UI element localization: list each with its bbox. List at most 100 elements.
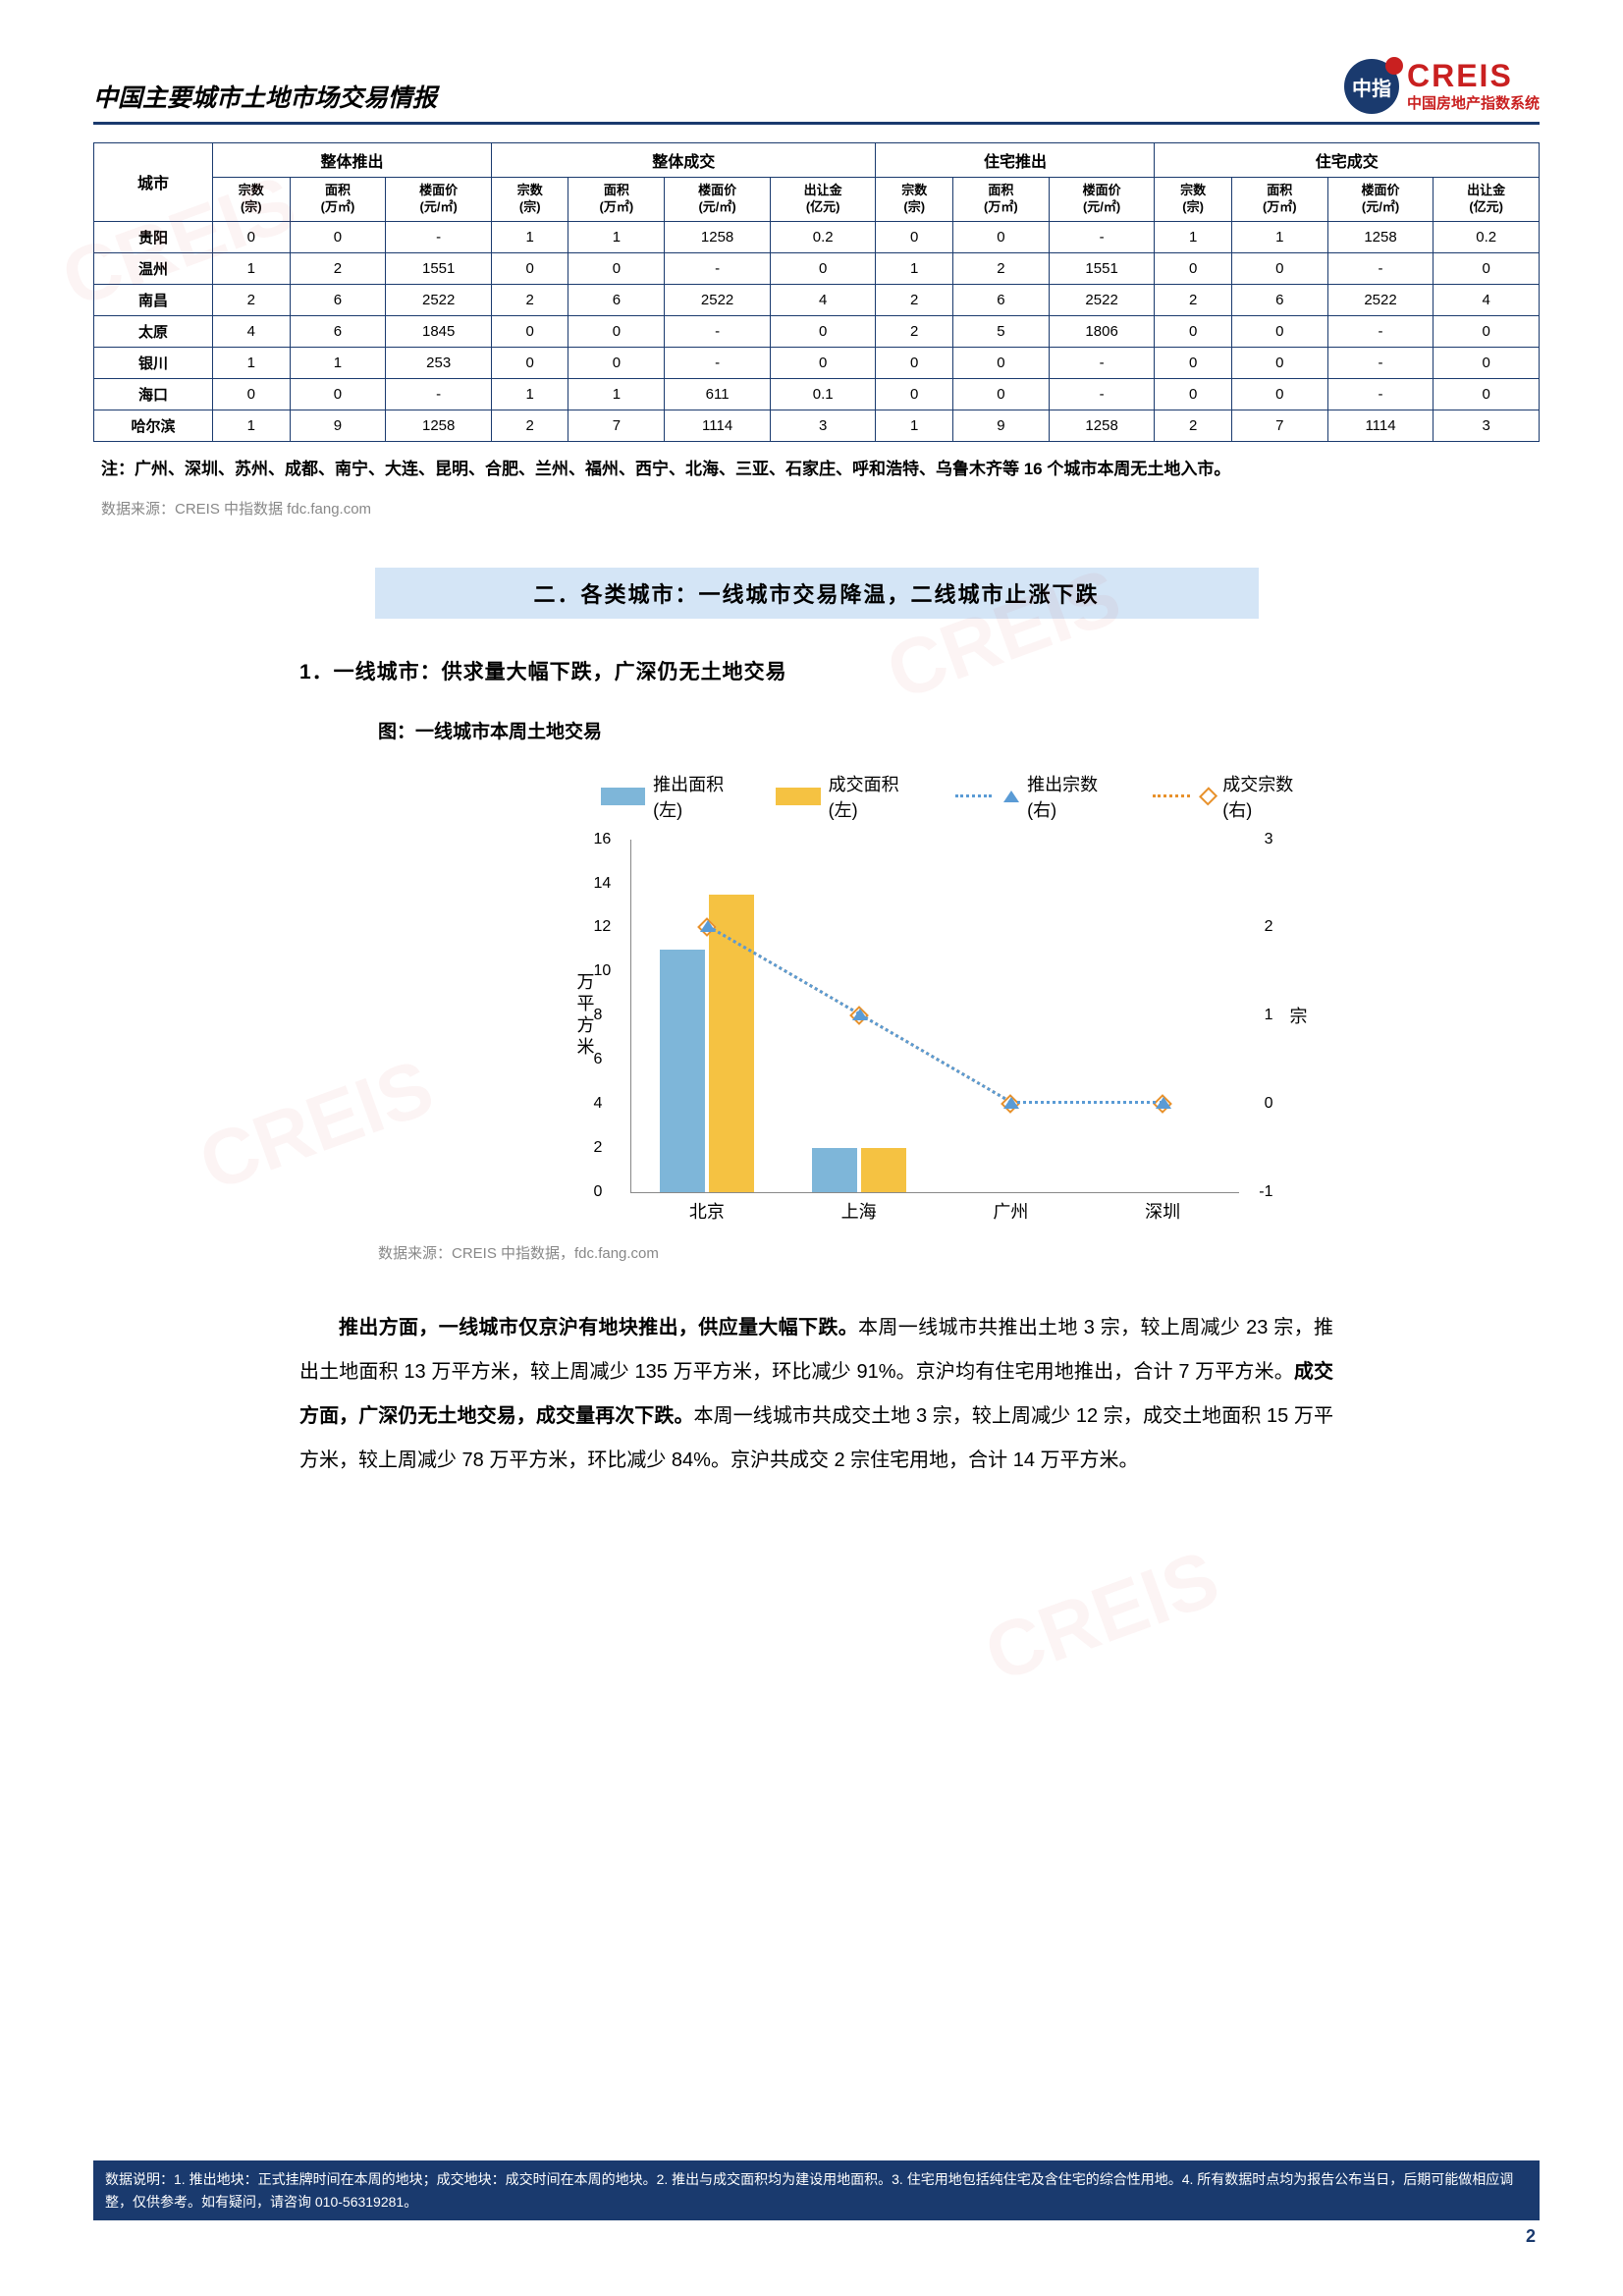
col-city: 城市 (94, 143, 213, 222)
ytick-left: 10 (594, 962, 612, 980)
cell: 7 (1231, 410, 1327, 441)
cell: - (665, 252, 771, 284)
cell: 1 (213, 252, 290, 284)
cell: 2 (876, 315, 952, 347)
cell: 611 (665, 378, 771, 410)
cell: 0.1 (770, 378, 876, 410)
cell: - (1327, 252, 1434, 284)
subsection-1: 1．一线城市：供求量大幅下跌，广深仍无土地交易 (299, 656, 1540, 685)
bar-push (812, 1148, 857, 1192)
cell: 1 (491, 221, 568, 252)
logo-subtitle: 中国房地产指数系统 (1407, 95, 1540, 113)
logo-main: CREIS (1407, 60, 1540, 91)
line-segment (1010, 1101, 1163, 1104)
cell: 9 (290, 410, 386, 441)
table-row: 哈尔滨19125827111431912582711143 (94, 410, 1540, 441)
data-table: 城市 整体推出 整体成交 住宅推出 住宅成交 宗数(宗)面积(万㎡)楼面价(元/… (93, 142, 1540, 442)
cell: 2 (491, 410, 568, 441)
legend-a: 推出面积(左) (653, 771, 748, 822)
legend-c: 推出宗数(右) (1027, 771, 1121, 822)
cell: - (386, 221, 492, 252)
cell: 0 (1155, 378, 1231, 410)
cell: 6 (952, 284, 1049, 315)
cell: 6 (1231, 284, 1327, 315)
ytick-left: 0 (594, 1183, 603, 1201)
cell: 0 (1434, 347, 1540, 378)
xtick: 上海 (841, 1198, 877, 1224)
table-note: 注：广州、深圳、苏州、成都、南宁、大连、昆明、合肥、兰州、福州、西宁、北海、三亚… (101, 456, 1540, 484)
ytick-right: -1 (1259, 1183, 1272, 1201)
cell: 2522 (1327, 284, 1434, 315)
cell-city: 南昌 (94, 284, 213, 315)
bar-push (660, 950, 705, 1192)
col-mj: 面积(万㎡) (568, 178, 665, 222)
xtick: 深圳 (1145, 1198, 1180, 1224)
xtick: 广州 (993, 1198, 1028, 1224)
cell: 0 (770, 315, 876, 347)
cell: 0.2 (770, 221, 876, 252)
body-paragraph: 推出方面，一线城市仅京沪有地块推出，供应量大幅下跌。本周一线城市共推出土地 3 … (299, 1306, 1333, 1483)
ytick-left: 8 (594, 1007, 603, 1024)
table-row: 南昌26252226252242625222625224 (94, 284, 1540, 315)
chart-source: 数据来源：CREIS 中指数据，fdc.fang.com (378, 1242, 1540, 1263)
cell: 0 (1231, 252, 1327, 284)
cell: 1 (213, 347, 290, 378)
ytick-left: 16 (594, 831, 612, 848)
cell-city: 太原 (94, 315, 213, 347)
cell: 1258 (665, 221, 771, 252)
logo-badge-icon: 中指 (1344, 59, 1399, 114)
cell: - (1049, 221, 1155, 252)
cell: 4 (213, 315, 290, 347)
cell: 2 (491, 284, 568, 315)
cell: 0 (876, 221, 952, 252)
cell: 1 (568, 378, 665, 410)
cell: 1551 (386, 252, 492, 284)
cell: 2 (1155, 410, 1231, 441)
cell: 0 (1155, 252, 1231, 284)
cell: 1 (290, 347, 386, 378)
marker (852, 1009, 866, 1022)
cell: 1258 (1327, 221, 1434, 252)
cell: 2 (290, 252, 386, 284)
cell: 1 (876, 252, 952, 284)
cell: - (1049, 347, 1155, 378)
cell: 0 (770, 347, 876, 378)
col-lm: 楼面价(元/㎡) (386, 178, 492, 222)
cell: 4 (770, 284, 876, 315)
ytick-left: 6 (594, 1051, 603, 1068)
chart-legend: 推出面积(左) 成交面积(左) 推出宗数(右) 成交宗数(右) (562, 771, 1318, 822)
cell-city: 银川 (94, 347, 213, 378)
cell: 0 (1231, 347, 1327, 378)
group-4: 住宅成交 (1155, 143, 1540, 178)
cell: 0 (1434, 315, 1540, 347)
cell: 0 (491, 315, 568, 347)
bold-1: 推出方面，一线城市仅京沪有地块推出，供应量大幅下跌。 (339, 1317, 858, 1339)
col-zs: 宗数(宗) (1155, 178, 1231, 222)
col-lm: 楼面价(元/㎡) (1327, 178, 1434, 222)
cell: 1258 (386, 410, 492, 441)
legend-b: 成交面积(左) (829, 771, 924, 822)
cell: - (1049, 378, 1155, 410)
cell: 1551 (1049, 252, 1155, 284)
data-source-1: 数据来源：CREIS 中指数据 fdc.fang.com (101, 498, 1540, 519)
marker (1003, 1097, 1017, 1111)
cell: 1 (213, 410, 290, 441)
ytick-left: 2 (594, 1139, 603, 1157)
cell: 2 (213, 284, 290, 315)
col-cr: 出让金(亿元) (1434, 178, 1540, 222)
chart-plot: 万平方米 宗 0246810121416-10123北京上海广州深圳 (630, 840, 1239, 1193)
footer-notes: 数据说明：1. 推出地块：正式挂牌时间在本周的地块；成交地块：成交时间在本周的地… (93, 2160, 1540, 2220)
cell: 0 (290, 221, 386, 252)
cell: 5 (952, 315, 1049, 347)
cell: 0 (213, 378, 290, 410)
cell: 1 (1231, 221, 1327, 252)
cell: 2522 (1049, 284, 1155, 315)
cell: 0 (568, 252, 665, 284)
report-title: 中国主要城市土地市场交易情报 (93, 79, 437, 114)
cell: 0 (213, 221, 290, 252)
table-row: 银川1125300-000-00-0 (94, 347, 1540, 378)
col-zs: 宗数(宗) (213, 178, 290, 222)
xtick: 北京 (689, 1198, 725, 1224)
cell: - (665, 315, 771, 347)
cell: 0 (491, 347, 568, 378)
